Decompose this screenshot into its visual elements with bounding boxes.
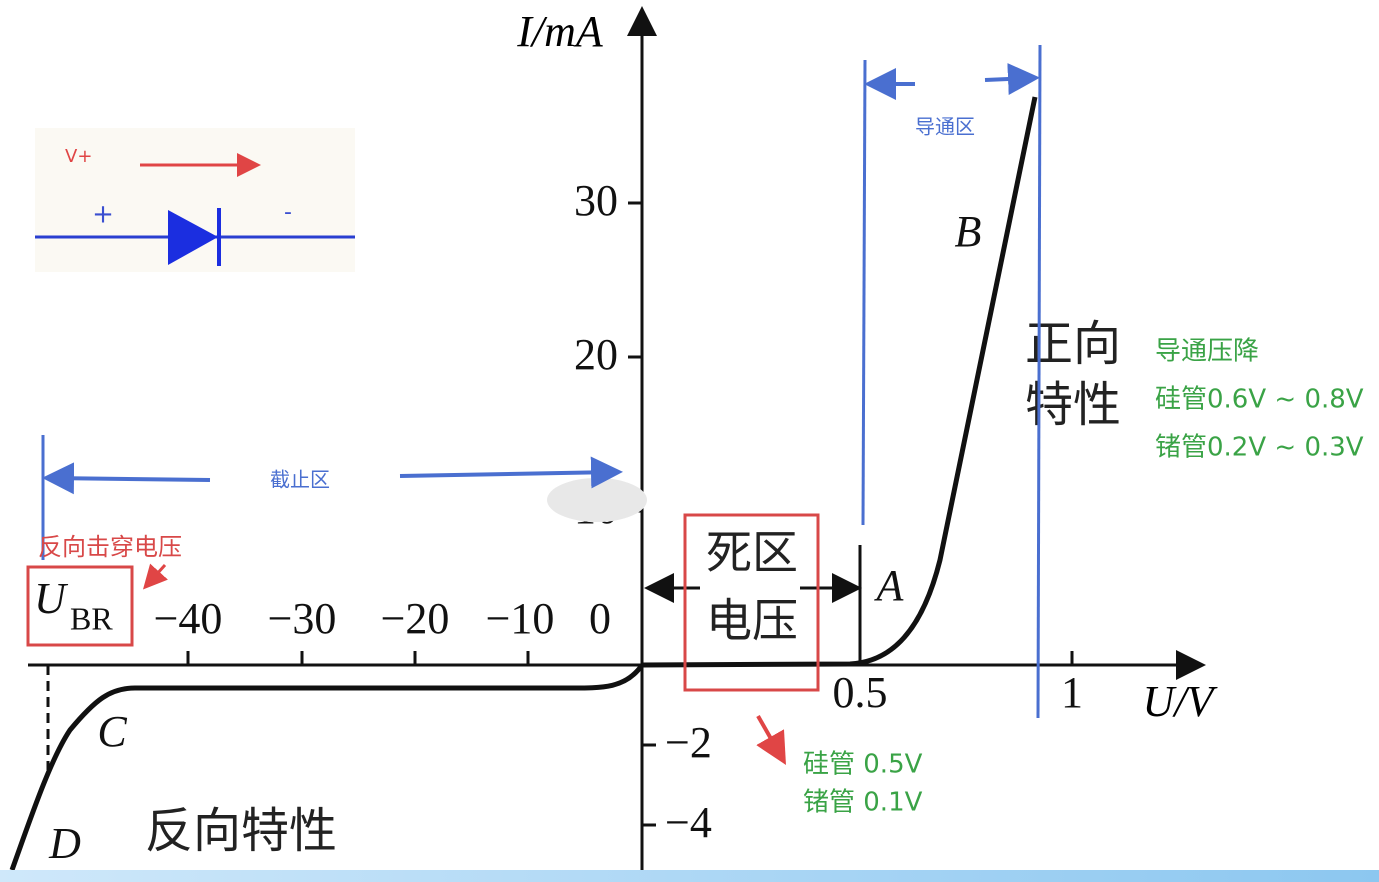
shape <box>683 513 820 692</box>
x-tick-label: −10 <box>486 594 555 643</box>
breakdown-subscript: BR <box>70 600 113 636</box>
dead-voltage-si: 硅管 0.5V <box>803 750 923 780</box>
forward-curve <box>641 96 1038 668</box>
forward-drop-si: 硅管0.6V ~ 0.8V <box>1155 385 1364 415</box>
cutoff-label: 截止区 <box>270 468 330 492</box>
x-axis-label: U/V <box>1143 677 1219 726</box>
voltage-label: V+ <box>65 146 92 167</box>
shape <box>168 210 218 265</box>
forward-label: 特性 <box>1025 377 1121 433</box>
y-axis-label: I/mA <box>516 7 604 56</box>
point-label: C <box>97 707 127 756</box>
dead-zone-label: 电压 <box>706 594 798 648</box>
shape <box>1036 44 1042 719</box>
x-tick-label: −30 <box>268 594 337 643</box>
shape <box>547 478 647 522</box>
y-tick-label: −2 <box>665 718 712 767</box>
plus-label: + <box>92 200 114 230</box>
forward-drop-ge: 锗管0.2V ~ 0.3V <box>1155 433 1364 463</box>
shape <box>399 456 623 489</box>
y-tick-label: 20 <box>574 330 618 379</box>
dead-voltage-ge: 锗管 0.1V <box>803 788 923 818</box>
point-label: A <box>874 561 905 610</box>
shape <box>756 715 786 765</box>
shape <box>26 565 134 647</box>
x-tick-label: 1 <box>1061 668 1083 717</box>
dead-zone-label: 死区 <box>706 526 798 580</box>
breakdown-symbol: U <box>34 574 69 623</box>
forward-label: 正向 <box>1025 316 1121 372</box>
shape <box>861 59 867 526</box>
y-tick-label: 30 <box>574 176 618 225</box>
shape <box>0 870 1379 882</box>
shape <box>42 462 211 495</box>
x-tick-label: 0 <box>589 594 611 643</box>
point-label: B <box>955 207 982 256</box>
conduction-label: 导通区 <box>915 115 975 139</box>
x-tick-label: −40 <box>154 594 223 643</box>
breakdown-caption: 反向击穿电压 <box>38 533 182 561</box>
minus-label: - <box>284 200 292 225</box>
y-tick-label: −4 <box>665 798 712 847</box>
reverse-label: 反向特性 <box>145 803 337 859</box>
x-tick-label: 0.5 <box>833 668 888 717</box>
point-label: D <box>48 819 81 868</box>
forward-drop-title: 导通压降 <box>1155 337 1259 367</box>
diode-icon: V+ + - <box>35 128 355 272</box>
shape <box>984 63 1040 96</box>
shape <box>142 563 168 590</box>
reverse-curve <box>9 663 645 871</box>
x-tick-label: −20 <box>381 594 450 643</box>
